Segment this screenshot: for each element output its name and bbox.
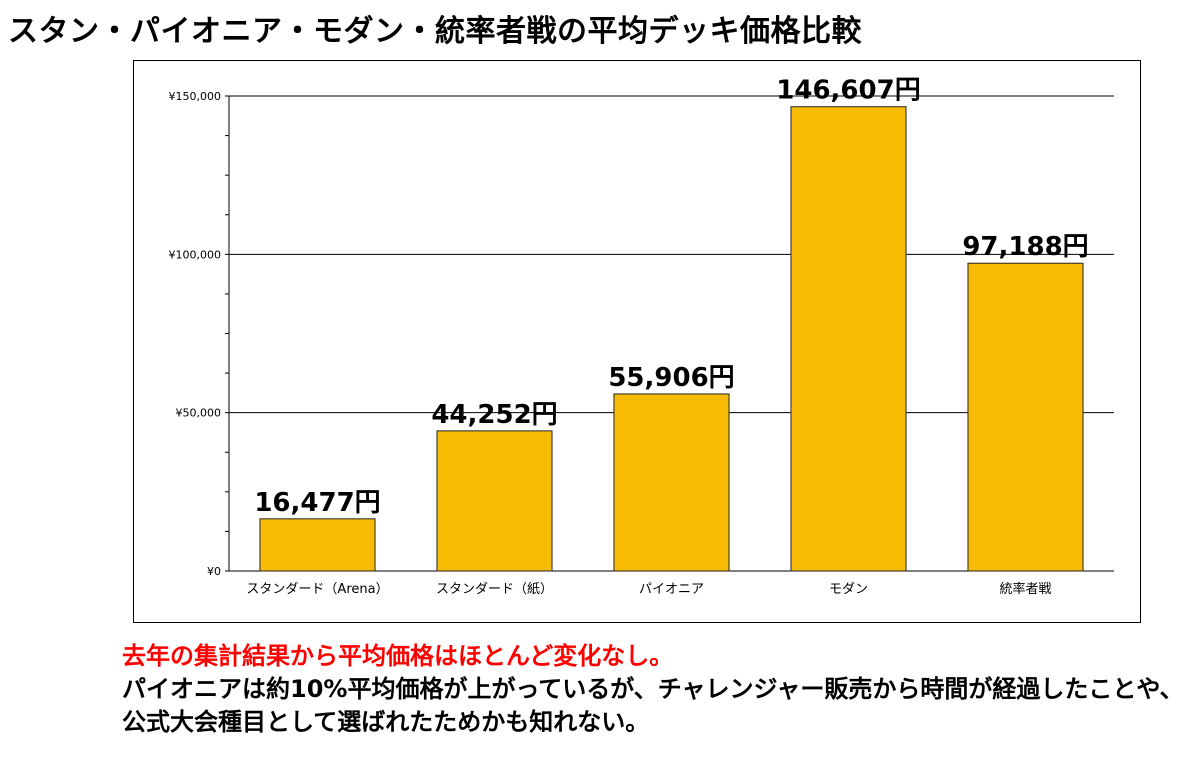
bar-chart: ¥0 ¥50,000 ¥100,000 ¥150,000 16,477円スタンダード（A…: [169, 76, 1114, 597]
data-label: 146,607円: [776, 76, 920, 106]
note-pioneer: パイオニアは約10%平均価格が上がっているが、チャレンジャー販売から時間が経過し…: [122, 675, 1184, 736]
category-label: 統率者戦: [999, 581, 1051, 597]
bar: [790, 106, 907, 572]
data-label: 97,188円: [962, 232, 1088, 262]
category-label: パイオニア: [639, 582, 704, 597]
data-label: 44,252円: [431, 400, 557, 430]
y-tick-label: ¥150,000: [169, 90, 222, 103]
y-tick-label: ¥50,000: [176, 407, 222, 420]
bar: [967, 262, 1084, 572]
category-label: スタンダード（紙）: [436, 582, 553, 597]
bar: [259, 518, 376, 572]
page-title: スタン・パイオニア・モダン・統率者戦の平均デッキ価格比較: [8, 14, 862, 49]
bar: [613, 393, 730, 572]
notes: 去年の集計結果から平均価格はほとんど変化なし。 パイオニアは約10%平均価格が上…: [122, 640, 1192, 739]
category-label: スタンダード（Arena）: [246, 582, 388, 597]
note-summary: 去年の集計結果から平均価格はほとんど変化なし。: [122, 642, 674, 670]
chart-frame: ¥0 ¥50,000 ¥100,000 ¥150,000 16,477円スタンダード（A…: [133, 60, 1141, 623]
data-label: 16,477円: [254, 488, 380, 518]
bar: [436, 430, 553, 572]
y-tick-label: ¥100,000: [169, 248, 222, 261]
category-label: モダン: [829, 582, 868, 597]
y-tick-label: ¥0: [207, 565, 221, 578]
data-label: 55,906円: [608, 363, 734, 393]
